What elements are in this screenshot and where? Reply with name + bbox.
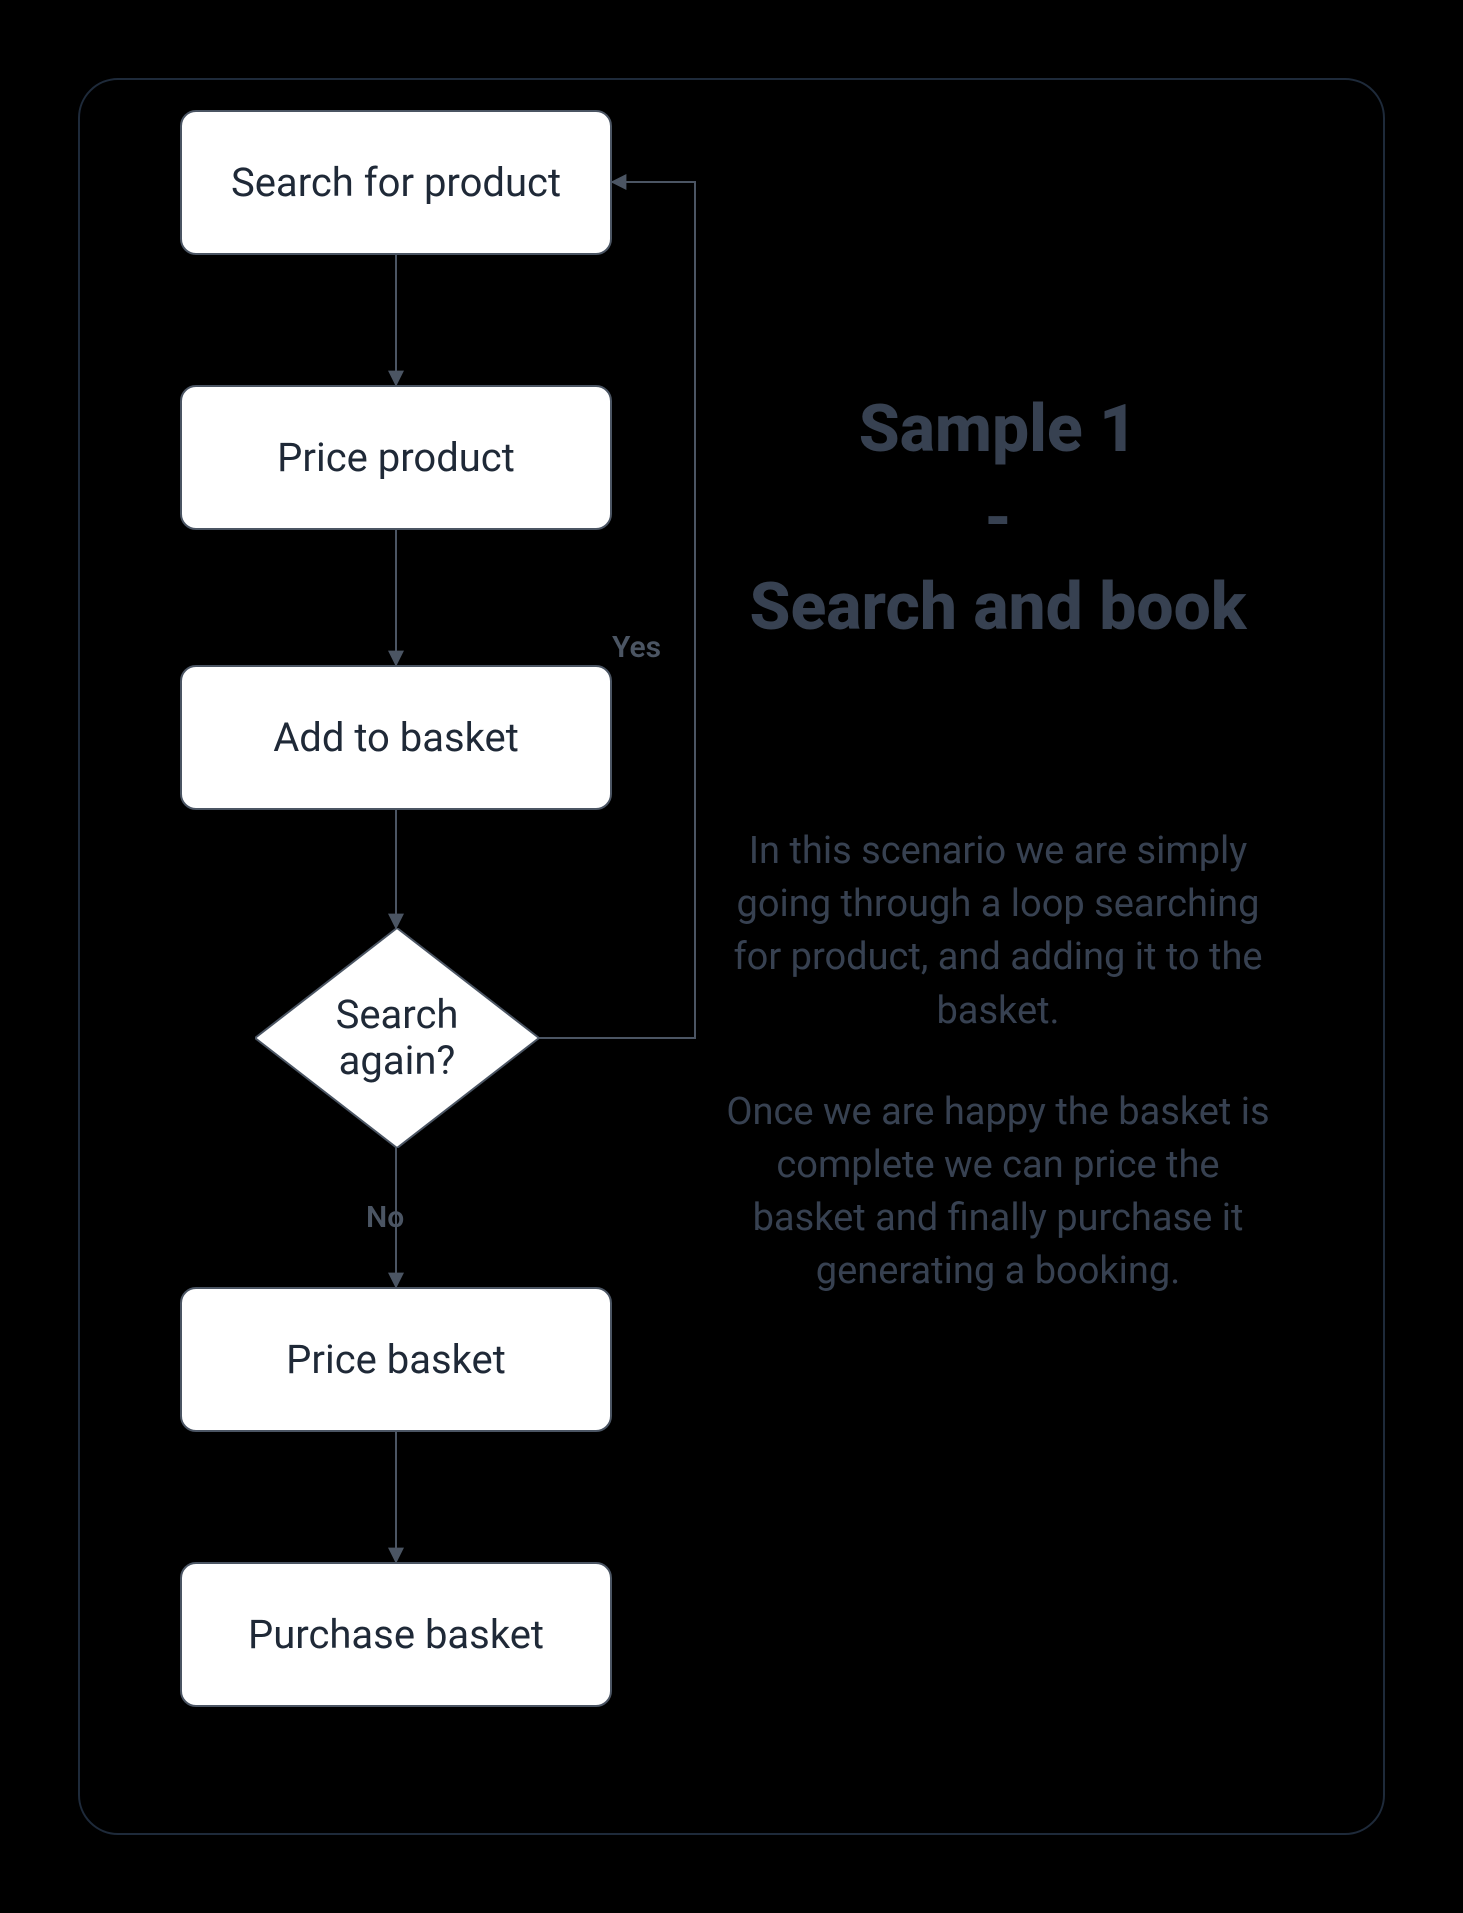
- flow-node-purchase: Purchase basket: [180, 1562, 612, 1707]
- edge-label-yes: Yes: [612, 630, 661, 665]
- description-paragraph: In this scenario we are simply going thr…: [718, 825, 1278, 1038]
- flow-decision-decide: Searchagain?: [255, 928, 539, 1148]
- flow-node-label: Search for product: [231, 159, 561, 206]
- flow-node-label: Add to basket: [273, 714, 519, 761]
- title-line: -: [718, 474, 1278, 563]
- flow-node-price: Price product: [180, 385, 612, 530]
- flow-node-label: Price product: [277, 434, 515, 481]
- flow-node-label: Purchase basket: [248, 1611, 544, 1658]
- flow-node-label: Price basket: [286, 1336, 506, 1383]
- description-paragraph: Once we are happy the basket is complete…: [718, 1086, 1278, 1299]
- title-block: Sample 1-Search and book: [718, 385, 1278, 652]
- title-line: Sample 1: [718, 385, 1278, 474]
- title-line: Search and book: [718, 563, 1278, 652]
- flow-node-add: Add to basket: [180, 665, 612, 810]
- flow-decision-label: Searchagain?: [336, 992, 459, 1084]
- edge-label-no: No: [366, 1200, 404, 1235]
- description-block: In this scenario we are simply going thr…: [718, 825, 1278, 1299]
- flow-node-pbasket: Price basket: [180, 1287, 612, 1432]
- flow-node-search: Search for product: [180, 110, 612, 255]
